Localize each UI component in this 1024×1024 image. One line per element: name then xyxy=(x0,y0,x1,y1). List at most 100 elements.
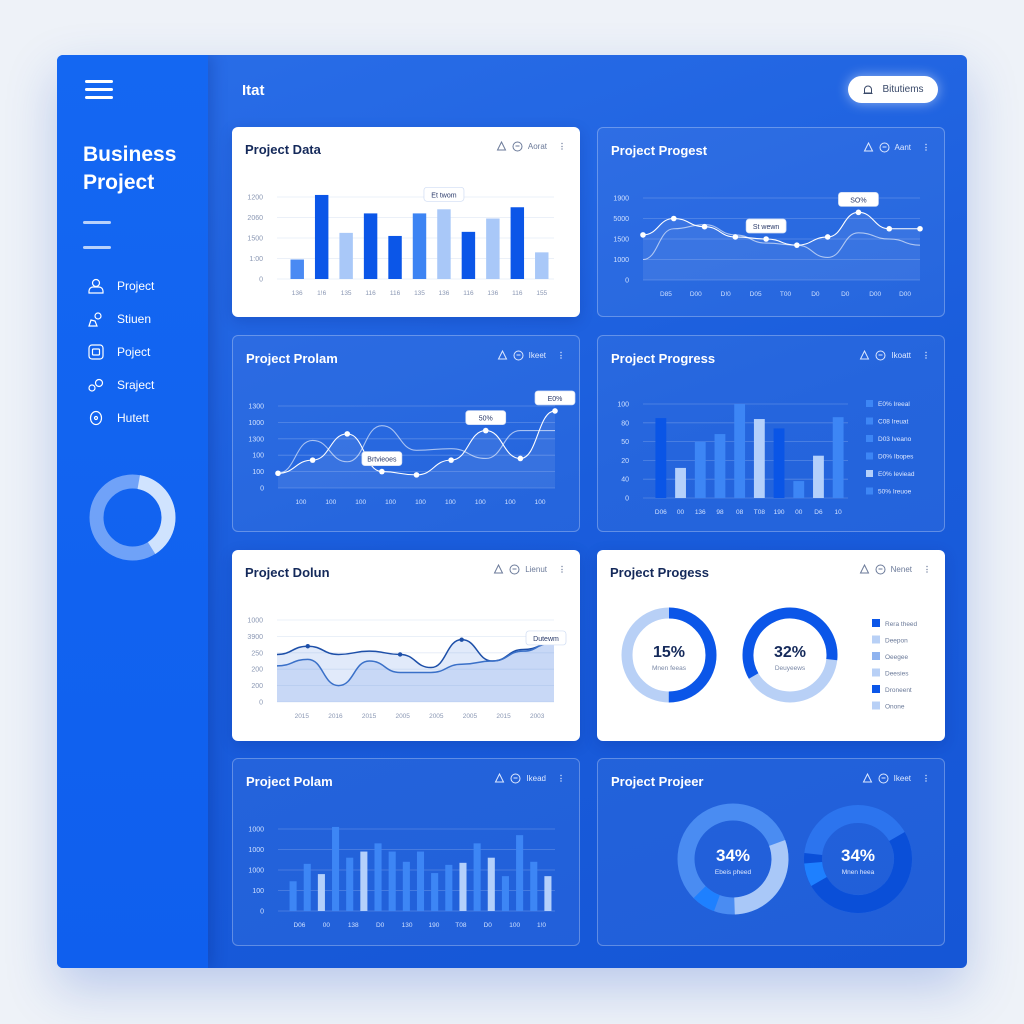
y-tick-label: 1:00 xyxy=(249,256,263,263)
chart-card: Project Progess Nenet ⋮ 15% Mnen feeas 32% Deu… xyxy=(597,550,945,741)
card-filter-label[interactable]: Aant xyxy=(894,143,911,152)
sidebar-item-stiuen[interactable]: Stiuen xyxy=(87,302,154,335)
series-area xyxy=(277,641,554,702)
card-tools: Aorat ⋮ xyxy=(496,141,566,152)
y-tick-label: 2060 xyxy=(247,215,263,222)
card-filter-label[interactable]: Nenet xyxy=(890,565,912,574)
y-tick-label: 0 xyxy=(259,700,263,707)
bar xyxy=(388,851,396,911)
x-tick-label: 00 xyxy=(795,509,803,516)
bar xyxy=(734,404,746,498)
x-tick-label: 1!0 xyxy=(537,922,546,929)
comment-icon[interactable] xyxy=(875,564,886,575)
x-tick-label: 116 xyxy=(365,290,376,297)
notifications-button[interactable]: Bitutiems xyxy=(848,76,938,103)
bar xyxy=(290,259,304,279)
chart-plot: 34% Ebeis pheed 34% Mnen heea xyxy=(677,803,912,915)
card-filter-label[interactable]: Ikeet xyxy=(528,351,546,360)
bell-icon[interactable] xyxy=(862,773,873,784)
x-tick-label: 2015 xyxy=(362,713,377,720)
y-tick-label: 5000 xyxy=(613,216,629,223)
bar xyxy=(363,213,378,279)
bar xyxy=(487,857,495,911)
sidebar-item-label: Poject xyxy=(117,344,151,359)
donut-caption: Ebeis pheed xyxy=(715,869,752,876)
legend-label: E0% Ieviead xyxy=(878,471,915,478)
legend-swatch xyxy=(872,652,880,660)
data-point xyxy=(309,457,316,463)
legend-label: Droneent xyxy=(885,687,912,694)
legend-swatch xyxy=(866,435,873,442)
sidebar-item-hutett[interactable]: Hutett xyxy=(87,401,154,434)
y-tick-label: 200 xyxy=(251,667,263,674)
more-options-icon[interactable]: ⋮ xyxy=(557,774,565,783)
bell-icon[interactable] xyxy=(494,773,505,784)
donut-caption: Deuyeews xyxy=(775,665,806,672)
more-options-icon[interactable]: ⋮ xyxy=(922,774,930,783)
bell-icon[interactable] xyxy=(497,350,508,361)
x-tick-label: 00 xyxy=(677,509,685,516)
tooltip-label: Et twom xyxy=(431,192,456,199)
bar xyxy=(675,467,686,498)
more-options-icon[interactable]: ⋮ xyxy=(922,143,930,152)
card-tools: Ikeet ⋮ xyxy=(497,350,565,361)
tooltip-label: Brtvieoes xyxy=(367,457,397,464)
bell-icon[interactable] xyxy=(493,564,504,575)
card-filter-label[interactable]: Ikeet xyxy=(893,774,911,783)
y-tick-label: 1000 xyxy=(248,868,264,875)
comment-icon[interactable] xyxy=(879,142,890,153)
more-options-icon[interactable]: ⋮ xyxy=(557,351,565,360)
bell-icon[interactable] xyxy=(496,141,507,152)
series-line xyxy=(642,211,920,246)
sidebar-item-project[interactable]: Project xyxy=(87,269,154,302)
y-tick-label: 200 xyxy=(251,683,263,690)
chart-plot: 0 1000 1500 5000 1900 D85 D00 D!0 D05 T00 D0 D0 D00 D… xyxy=(613,191,923,298)
chart-card: Project Projeer Ikeet ⋮ 34% Ebeis pheed 34% Mn… xyxy=(597,758,945,946)
more-options-icon[interactable]: ⋮ xyxy=(923,565,931,574)
chart-tooltip: E0% xyxy=(534,390,576,406)
bar xyxy=(445,864,453,911)
y-tick-label: 1000 xyxy=(247,618,263,625)
data-point xyxy=(732,234,739,240)
card-filter-label[interactable]: Aorat xyxy=(527,142,547,151)
bell-icon[interactable] xyxy=(859,350,870,361)
card-title: Project Data xyxy=(245,142,321,157)
comment-icon[interactable] xyxy=(513,350,524,361)
menu-icon[interactable] xyxy=(85,80,113,100)
data-point xyxy=(886,225,893,232)
comment-icon[interactable] xyxy=(509,564,520,575)
comment-icon[interactable] xyxy=(875,350,886,361)
x-tick-label: 100 xyxy=(415,499,426,506)
sidebar-item-poject[interactable]: Poject xyxy=(87,335,154,368)
card-title: Project Prolam xyxy=(246,351,338,366)
series-area xyxy=(643,212,920,280)
series-area xyxy=(277,639,554,702)
x-tick-label: 2005 xyxy=(463,713,478,720)
x-tick-label: 190 xyxy=(429,922,440,929)
bell-icon[interactable] xyxy=(859,564,870,575)
chart-tooltip: Et twom xyxy=(423,186,465,202)
card-filter-label[interactable]: Lienut xyxy=(525,565,547,574)
y-tick-label: 1300 xyxy=(248,436,264,443)
more-options-icon[interactable]: ⋮ xyxy=(558,565,566,574)
data-point xyxy=(305,644,310,649)
more-options-icon[interactable]: ⋮ xyxy=(558,142,566,151)
chart-card: Project Prolam Ikeet ⋮ 0 100 100 1300 1000 1300 1… xyxy=(232,335,580,532)
sidebar-item-label: Hutett xyxy=(117,410,150,425)
x-tick-label: 116 xyxy=(512,290,523,297)
comment-icon[interactable] xyxy=(512,141,523,152)
x-tick-label: 136 xyxy=(292,290,303,297)
chart-tooltip: SO% xyxy=(838,191,879,207)
x-tick-label: D06 xyxy=(293,922,305,929)
more-options-icon[interactable]: ⋮ xyxy=(922,351,930,360)
tooltip-label: SO% xyxy=(850,197,866,204)
comment-icon[interactable] xyxy=(878,773,889,784)
card-title: Project Polam xyxy=(246,774,333,789)
comment-icon[interactable] xyxy=(510,773,521,784)
sidebar-item-sraject[interactable]: Sraject xyxy=(87,368,154,401)
card-filter-label[interactable]: Ikead xyxy=(526,774,546,783)
y-tick-label: 1000 xyxy=(248,420,264,427)
bell-icon[interactable] xyxy=(863,142,874,153)
card-filter-label[interactable]: Ikoatt xyxy=(891,351,911,360)
user-icon xyxy=(88,278,104,294)
